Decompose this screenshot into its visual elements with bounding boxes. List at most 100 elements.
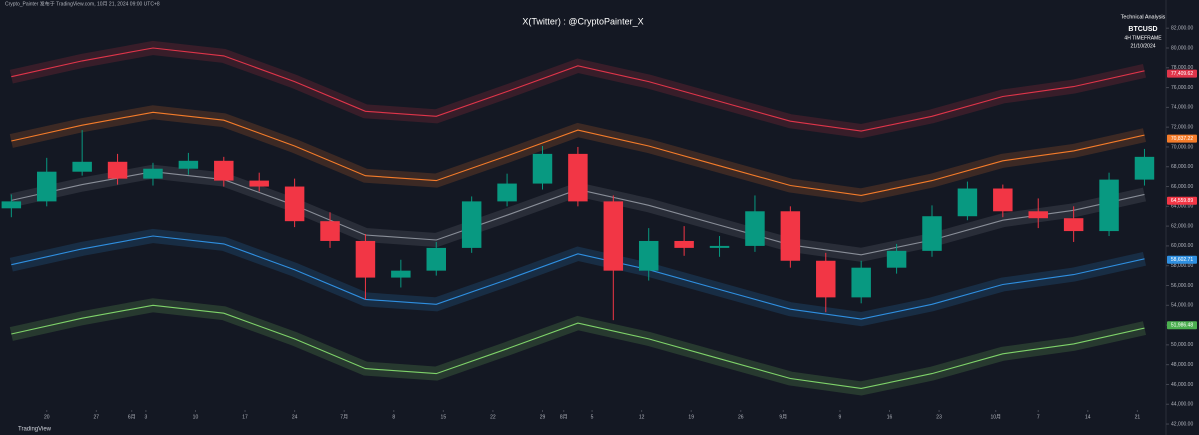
x-tick-label: 7月 [340,414,348,420]
candle-body [426,247,446,271]
candle-body [497,183,517,202]
x-tick-label: 27 [94,414,100,420]
y-tick-label: 74,000.00 [1171,105,1193,111]
price-tag-label: 64,559.89 [1171,198,1193,204]
x-tick-label: 6月 [128,414,136,420]
y-tick-label: 46,000.00 [1171,382,1193,388]
price-tag [1167,255,1197,264]
candle-body [780,211,801,261]
x-tick-label: 12 [639,414,645,420]
candle-body [993,188,1013,212]
header: Crypto_Painter 发布于 TradingView.com, 10月 … [5,0,160,7]
info-date: 21/10/2024 [1130,43,1155,49]
x-tick-label: 24 [292,414,298,420]
chart-title: X(Twitter) : @CryptoPainter_X [522,16,643,26]
price-tag-label: 58,602.71 [1171,257,1193,263]
candle-body [886,250,907,268]
candle-body [568,153,588,202]
candle-body [922,216,942,251]
candle-body [532,153,553,184]
band-line [11,304,1145,389]
y-tick-label: 48,000.00 [1171,362,1193,368]
x-tick-label: 15 [441,414,447,420]
y-tick-label: 70,000.00 [1171,144,1193,150]
x-tick-label: 7 [1037,414,1040,420]
y-tick-label: 68,000.00 [1171,164,1193,170]
info-heading: Technical Analysis [1121,14,1166,20]
candle-body [37,171,57,202]
x-tick-label: 22 [490,414,496,420]
info-symbol: BTCUSD [1128,26,1157,33]
candles [1,130,1155,321]
price-tag-label: 51,986.48 [1171,323,1193,329]
x-tick-label: 19 [688,414,694,420]
candle-body [603,201,624,271]
candle-body [638,240,659,271]
candle-body [72,161,92,172]
y-tick-label: 42,000.00 [1171,421,1193,427]
candle-body [391,270,411,278]
candle-body [1,201,22,209]
price-tag [1167,196,1197,205]
candle-body [1063,218,1084,232]
x-tick-label: 10 [193,414,199,420]
y-tick-label: 54,000.00 [1171,303,1193,309]
x-tick-label: 20 [44,414,50,420]
candle-body [143,168,163,179]
band-line [11,111,1145,196]
price-tag [1167,134,1197,143]
footer: TradingView [18,427,52,433]
band-line [11,235,1145,320]
y-tick-label: 58,000.00 [1171,263,1193,269]
y-tick-label: 66,000.00 [1171,184,1193,190]
price-tag-label: 70,837.22 [1171,136,1193,142]
x-tick-label: 29 [540,414,546,420]
x-tick-label: 10月 [990,414,1001,420]
y-tick-label: 60,000.00 [1171,243,1193,249]
candle-body [249,180,269,187]
x-tick-label: 23 [936,414,942,420]
x-tick-label: 26 [738,414,744,420]
candle-body [816,260,836,298]
x-tick-label: 9 [839,414,842,420]
y-tick-label: 44,000.00 [1171,402,1193,408]
band-line [11,47,1145,132]
y-tick-label: 80,000.00 [1171,45,1193,51]
candle-body [1134,156,1155,180]
candle-body [709,245,730,248]
x-tick-label: 16 [887,414,893,420]
y-tick-label: 82,000.00 [1171,26,1193,32]
price-tag [1167,321,1197,330]
candle-body [284,186,305,222]
y-tick-label: 56,000.00 [1171,283,1193,289]
candle-body [674,240,694,248]
x-tick-label: 5 [591,414,594,420]
candle-body [214,160,234,181]
x-tick-label: 14 [1085,414,1091,420]
y-tick-label: 72,000.00 [1171,124,1193,130]
info-timeframe: 4H TIMEFRAME [1124,35,1162,41]
x-tick-label: 8 [392,414,395,420]
y-tick-label: 64,000.00 [1171,204,1193,210]
candle-body [461,201,482,248]
x-tick-label: 8月 [560,414,568,420]
candle-body [1099,179,1119,232]
price-tag [1167,69,1197,78]
candle-body [745,211,765,246]
candle-body [107,161,128,179]
candle-body [851,267,871,298]
candle-body [355,240,376,278]
x-tick-label: 9月 [779,414,787,420]
candle-body [957,188,978,217]
candle-body [320,221,340,241]
x-tick-label: 17 [242,414,248,420]
y-tick-label: 76,000.00 [1171,85,1193,91]
y-tick-label: 62,000.00 [1171,223,1193,229]
x-tick-label: 3 [144,414,147,420]
candle-body [178,160,199,169]
x-tick-label: 21 [1135,414,1141,420]
candle-body [1028,211,1048,219]
price-tag-label: 77,409.62 [1171,71,1193,77]
